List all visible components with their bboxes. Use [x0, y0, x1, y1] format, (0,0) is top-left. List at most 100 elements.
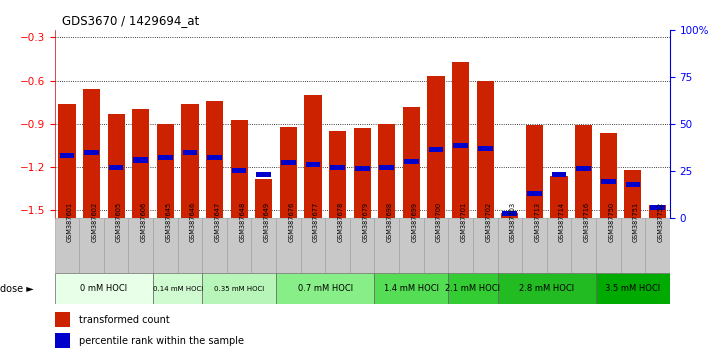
Bar: [55, 333, 70, 348]
Text: GSM387751: GSM387751: [633, 202, 639, 242]
Bar: [649, 205, 666, 218]
Bar: [399, 218, 424, 273]
Text: GSM387703: GSM387703: [510, 202, 516, 242]
Bar: [650, 205, 665, 210]
Bar: [60, 153, 74, 158]
Bar: [624, 170, 641, 218]
Text: 3.5 mM HOCl: 3.5 mM HOCl: [605, 284, 660, 293]
Text: GSM387700: GSM387700: [436, 202, 442, 242]
Bar: [454, 143, 468, 148]
Bar: [379, 165, 394, 170]
Bar: [178, 218, 202, 273]
Bar: [600, 132, 617, 218]
Bar: [355, 166, 370, 171]
Bar: [329, 131, 347, 218]
Text: GSM387716: GSM387716: [584, 202, 590, 242]
Bar: [55, 218, 79, 273]
Bar: [79, 218, 104, 273]
Text: GSM387678: GSM387678: [338, 202, 344, 242]
Bar: [132, 109, 149, 218]
Bar: [202, 273, 276, 304]
Bar: [645, 218, 670, 273]
Bar: [522, 218, 547, 273]
Text: 0.7 mM HOCl: 0.7 mM HOCl: [298, 284, 353, 293]
Text: GDS3670 / 1429694_at: GDS3670 / 1429694_at: [62, 14, 199, 27]
Text: GSM387649: GSM387649: [264, 202, 270, 242]
Bar: [374, 218, 399, 273]
Bar: [429, 147, 443, 153]
Text: GSM387679: GSM387679: [363, 202, 368, 242]
Bar: [350, 218, 374, 273]
Text: 1.4 mM HOCl: 1.4 mM HOCl: [384, 284, 439, 293]
Bar: [473, 218, 497, 273]
Bar: [206, 101, 223, 218]
Bar: [84, 150, 99, 155]
Bar: [133, 158, 148, 162]
Bar: [306, 162, 320, 167]
Bar: [158, 155, 173, 160]
Bar: [325, 218, 350, 273]
Bar: [526, 125, 543, 218]
Bar: [501, 213, 518, 218]
Bar: [58, 104, 76, 218]
Text: 0.35 mM HOCl: 0.35 mM HOCl: [214, 286, 264, 291]
Bar: [256, 172, 271, 177]
Text: GSM387699: GSM387699: [411, 202, 417, 242]
Bar: [128, 218, 153, 273]
Bar: [231, 120, 248, 218]
Bar: [497, 218, 522, 273]
Bar: [183, 150, 197, 155]
Bar: [280, 127, 297, 218]
Text: GSM387601: GSM387601: [67, 202, 73, 242]
Bar: [552, 172, 566, 177]
Bar: [251, 218, 276, 273]
Bar: [571, 218, 596, 273]
Bar: [153, 273, 202, 304]
Text: percentile rank within the sample: percentile rank within the sample: [79, 336, 244, 346]
Bar: [207, 155, 222, 160]
Text: GSM387698: GSM387698: [387, 202, 393, 242]
Bar: [620, 218, 645, 273]
Bar: [527, 191, 542, 196]
Text: GSM387701: GSM387701: [461, 202, 467, 242]
Text: GSM387714: GSM387714: [559, 202, 565, 242]
Text: GSM387676: GSM387676: [288, 202, 294, 242]
Text: GSM387677: GSM387677: [313, 202, 319, 242]
Text: GSM387646: GSM387646: [190, 202, 196, 242]
Bar: [202, 218, 227, 273]
Bar: [427, 76, 445, 218]
Bar: [276, 273, 374, 304]
Bar: [547, 218, 571, 273]
Text: transformed count: transformed count: [79, 315, 170, 325]
Bar: [452, 62, 470, 218]
Bar: [304, 95, 322, 218]
Bar: [354, 128, 371, 218]
Text: 0.14 mM HOCl: 0.14 mM HOCl: [152, 286, 203, 291]
Text: 0 mM HOCl: 0 mM HOCl: [80, 284, 127, 293]
Bar: [596, 218, 620, 273]
Bar: [227, 218, 251, 273]
Bar: [153, 218, 178, 273]
Bar: [601, 179, 616, 184]
Bar: [478, 146, 493, 151]
Text: GSM387645: GSM387645: [165, 202, 171, 242]
Text: GSM387702: GSM387702: [486, 202, 491, 242]
Bar: [255, 179, 272, 218]
Text: 2.1 mM HOCl: 2.1 mM HOCl: [446, 284, 500, 293]
Bar: [424, 218, 448, 273]
Bar: [108, 114, 124, 218]
Bar: [55, 312, 70, 327]
Text: GSM387606: GSM387606: [141, 202, 147, 242]
Text: GSM387713: GSM387713: [534, 202, 540, 242]
Bar: [403, 107, 420, 218]
Bar: [108, 165, 124, 170]
Bar: [497, 273, 596, 304]
Bar: [331, 165, 345, 170]
Bar: [83, 89, 100, 218]
Bar: [625, 182, 640, 187]
Bar: [181, 104, 199, 218]
Bar: [477, 81, 494, 218]
Text: GSM387752: GSM387752: [657, 202, 663, 242]
Bar: [104, 218, 128, 273]
Bar: [276, 218, 301, 273]
